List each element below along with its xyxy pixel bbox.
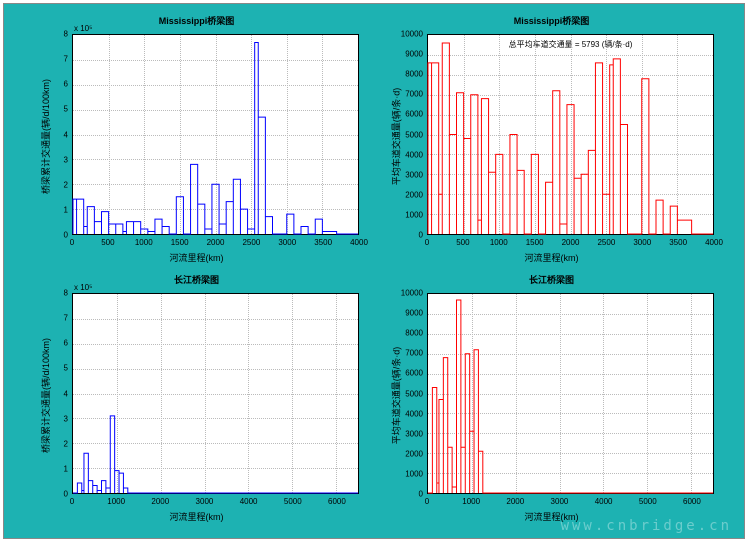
y-tick: 8000 [405, 70, 423, 79]
y-tick: 9000 [405, 309, 423, 318]
y-tick: 1000 [405, 210, 423, 219]
chart-title: 长江桥梁图 [174, 273, 219, 286]
x-tick: 3000 [196, 497, 214, 506]
y-tick: 6000 [405, 110, 423, 119]
y-tick: 3 [64, 155, 68, 164]
x-tick: 2000 [506, 497, 524, 506]
watermark: www.cnbridge.cn [561, 518, 732, 534]
x-tick: 6000 [683, 497, 701, 506]
plot-area [72, 293, 359, 494]
y-tick: 4 [64, 389, 68, 398]
chart-svg [73, 294, 358, 493]
chart-svg [428, 35, 713, 234]
y-tick: 0 [64, 231, 68, 240]
x-tick: 500 [101, 238, 114, 247]
x-tick: 5000 [284, 497, 302, 506]
x-tick: 6000 [328, 497, 346, 506]
x-tick: 0 [425, 238, 429, 247]
x-tick: 3000 [633, 238, 651, 247]
x-tick: 1000 [135, 238, 153, 247]
x-tick: 0 [70, 497, 74, 506]
y-tick: 1000 [405, 469, 423, 478]
y-tick: 1 [64, 464, 68, 473]
x-tick: 4000 [595, 497, 613, 506]
x-tick: 4000 [705, 238, 723, 247]
y-tick: 2 [64, 439, 68, 448]
x-tick: 3500 [314, 238, 332, 247]
y-tick: 8 [64, 289, 68, 298]
x-tick: 1000 [490, 238, 508, 247]
y-tick: 6 [64, 80, 68, 89]
chart-svg [428, 294, 713, 493]
x-tick: 2000 [207, 238, 225, 247]
x-axis-label: 河流里程(km) [170, 251, 224, 264]
panel-top-right: Mississippi桥梁图 总平均车道交通量 = 5793 (辆/条·d) 平… [383, 16, 720, 263]
y-tick: 2 [64, 180, 68, 189]
x-tick: 3000 [278, 238, 296, 247]
y-tick: 7 [64, 55, 68, 64]
x-tick: 1500 [171, 238, 189, 247]
y-tick: 9000 [405, 50, 423, 59]
y-tick: 5 [64, 105, 68, 114]
y-tick: 3000 [405, 429, 423, 438]
x-tick: 3000 [551, 497, 569, 506]
y-tick: 7000 [405, 90, 423, 99]
y-tick: 2000 [405, 449, 423, 458]
chart-title: Mississippi桥梁图 [159, 14, 235, 27]
y-exponent: x 10⁵ [74, 283, 92, 292]
x-tick: 4000 [350, 238, 368, 247]
y-tick: 3 [64, 414, 68, 423]
y-tick: 8 [64, 30, 68, 39]
y-axis-label: 平均车道交通量(辆/条·d) [389, 346, 402, 444]
y-tick: 10000 [401, 289, 423, 298]
y-tick: 5000 [405, 389, 423, 398]
y-tick: 1 [64, 205, 68, 214]
x-tick: 0 [70, 238, 74, 247]
x-tick: 2000 [151, 497, 169, 506]
y-tick: 7000 [405, 349, 423, 358]
panel-bottom-right: 长江桥梁图 平均车道交通量(辆/条·d) 河流里程(km) 0100020003… [383, 275, 720, 522]
x-tick: 500 [456, 238, 469, 247]
y-tick: 4000 [405, 409, 423, 418]
chart-svg [73, 35, 358, 234]
plot-area [427, 293, 714, 494]
y-axis-label: 平均车道交通量(辆/条·d) [389, 87, 402, 185]
y-tick: 0 [64, 490, 68, 499]
y-exponent: x 10⁵ [74, 24, 92, 33]
y-tick: 2000 [405, 190, 423, 199]
chart-title: 长江桥梁图 [529, 273, 574, 286]
x-tick: 1000 [462, 497, 480, 506]
y-tick: 3000 [405, 170, 423, 179]
x-tick: 2500 [242, 238, 260, 247]
y-tick: 4000 [405, 150, 423, 159]
y-tick: 4 [64, 130, 68, 139]
x-tick: 3500 [669, 238, 687, 247]
x-tick: 1500 [526, 238, 544, 247]
y-tick: 10000 [401, 30, 423, 39]
chart-title: Mississippi桥梁图 [514, 14, 590, 27]
y-axis-label: 桥梁累计交通量(辆/d/100km) [39, 79, 52, 194]
plot-area [72, 34, 359, 235]
y-tick: 7 [64, 314, 68, 323]
x-axis-label: 河流里程(km) [170, 510, 224, 523]
y-tick: 6 [64, 339, 68, 348]
x-tick: 0 [425, 497, 429, 506]
x-tick: 2000 [562, 238, 580, 247]
y-tick: 0 [419, 490, 423, 499]
panel-top-left: Mississippi桥梁图 x 10⁵ 桥梁累计交通量(辆/d/100km) … [28, 16, 365, 263]
panel-bottom-left: 长江桥梁图 x 10⁵ 桥梁累计交通量(辆/d/100km) 河流里程(km) … [28, 275, 365, 522]
x-tick: 1000 [107, 497, 125, 506]
x-tick: 5000 [639, 497, 657, 506]
y-tick: 8000 [405, 329, 423, 338]
x-tick: 4000 [240, 497, 258, 506]
y-tick: 5000 [405, 130, 423, 139]
y-tick: 6000 [405, 369, 423, 378]
y-tick: 5 [64, 364, 68, 373]
plot-area: 总平均车道交通量 = 5793 (辆/条·d) [427, 34, 714, 235]
y-axis-label: 桥梁累计交通量(辆/d/100km) [39, 338, 52, 453]
x-axis-label: 河流里程(km) [525, 251, 579, 264]
x-tick: 2500 [597, 238, 615, 247]
y-tick: 0 [419, 231, 423, 240]
